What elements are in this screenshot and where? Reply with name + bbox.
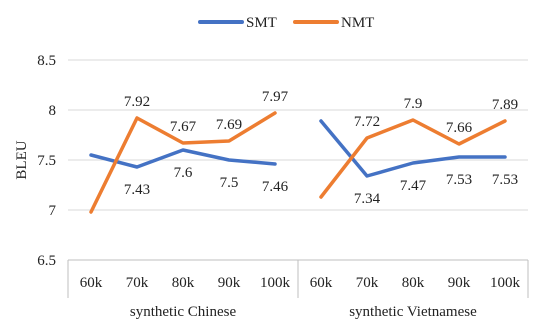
data-label-smt: 7.5 xyxy=(220,175,239,191)
data-label-smt: 7.47 xyxy=(400,178,427,194)
data-label-nmt: 7.69 xyxy=(216,117,242,133)
data-label-smt: 7.46 xyxy=(262,179,289,195)
data-label-smt: 7.53 xyxy=(446,172,472,188)
x-tick-label: 70k xyxy=(356,275,379,291)
x-tick-label: 90k xyxy=(218,275,241,291)
group-label: synthetic Chinese xyxy=(130,304,237,320)
x-tick-label: 80k xyxy=(172,275,195,291)
x-tick-label: 90k xyxy=(448,275,471,291)
data-label-smt: 7.6 xyxy=(174,165,193,181)
group-label: synthetic Vietnamese xyxy=(349,304,477,320)
data-label-nmt: 7.66 xyxy=(446,120,473,136)
series-line-smt xyxy=(319,119,507,178)
x-tick-label: 60k xyxy=(310,275,333,291)
legend-label-nmt: NMT xyxy=(341,15,374,31)
data-label-smt: 7.34 xyxy=(354,191,381,207)
legend: SMT NMT xyxy=(198,15,374,31)
y-tick-label: 7 xyxy=(49,203,57,219)
data-label-nmt: 7.92 xyxy=(124,94,150,110)
series-line-nmt xyxy=(89,111,277,214)
grid-lines xyxy=(68,59,528,211)
axes: 6.5 7 7.5 8 8.5 60k 70k 80k 90k 100k synthetic Chi… xyxy=(37,53,529,320)
x-tick-label: 80k xyxy=(402,275,425,291)
series-line-nmt xyxy=(319,118,507,199)
data-labels: 7.43 7.6 7.5 7.46 7.34 7.47 7.53 7.53 7.92 7.67 7.… xyxy=(124,89,518,207)
series-line-smt xyxy=(89,148,277,169)
y-tick-label: 6.5 xyxy=(37,253,56,269)
y-tick-label: 7.5 xyxy=(37,153,56,169)
series-lines xyxy=(89,111,507,214)
data-label-nmt: 7.97 xyxy=(262,89,289,105)
data-label-nmt: 7.72 xyxy=(354,114,380,130)
x-tick-label: 100k xyxy=(490,275,521,291)
x-tick-label: 70k xyxy=(126,275,149,291)
data-label-smt: 7.43 xyxy=(124,182,150,198)
y-tick-label: 8 xyxy=(49,103,57,119)
x-tick-label: 60k xyxy=(80,275,103,291)
data-label-smt: 7.53 xyxy=(492,172,518,188)
legend-label-smt: SMT xyxy=(246,15,277,31)
data-label-nmt: 7.67 xyxy=(170,119,197,135)
y-axis-label: BLEU xyxy=(14,140,30,179)
data-label-nmt: 7.9 xyxy=(404,96,423,112)
y-tick-label: 8.5 xyxy=(37,53,56,69)
data-label-nmt: 7.89 xyxy=(492,97,518,113)
x-tick-label: 100k xyxy=(260,275,291,291)
